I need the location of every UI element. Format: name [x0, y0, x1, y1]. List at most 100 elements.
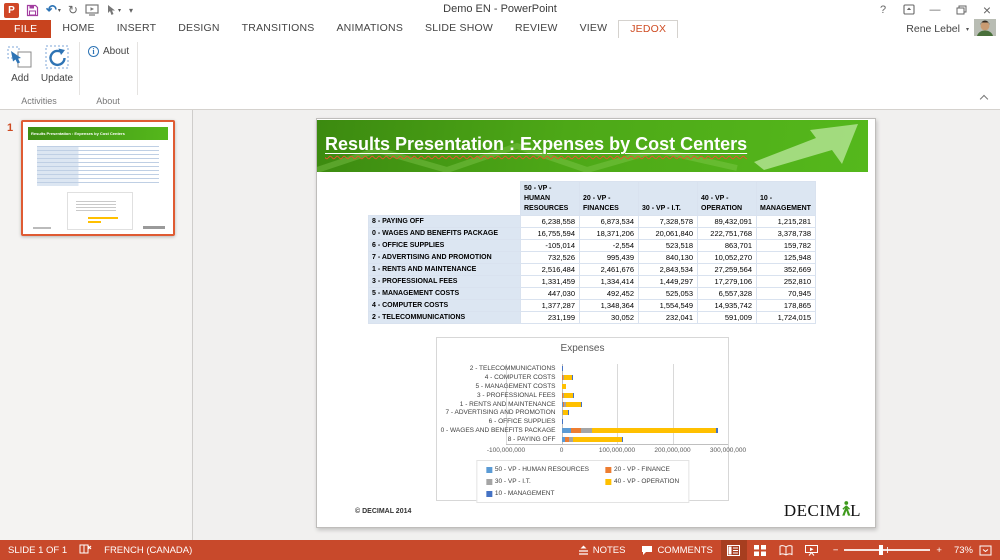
slide-sorter-view-button[interactable] — [747, 540, 773, 560]
chart-bar — [561, 374, 573, 380]
table-cell: 591,009 — [697, 311, 757, 325]
tab-file[interactable]: FILE — [0, 20, 52, 38]
tab-home[interactable]: HOME — [62, 22, 95, 34]
update-button[interactable]: Update — [39, 43, 75, 84]
slide-thumbnail[interactable]: Results Presentation : Expenses by Cost … — [21, 120, 175, 236]
chart-legend-item[interactable]: 40 - VP - OPERATION — [605, 478, 679, 485]
ribbon-tabs: HOME INSERT DESIGN TRANSITIONS ANIMATIONS SLI… — [51, 20, 679, 38]
slide[interactable]: Results Presentation : Expenses by Cost … — [316, 118, 876, 528]
close-icon[interactable]: × — [982, 2, 992, 18]
table-cell: -2,554 — [579, 239, 639, 253]
about-group-label: About — [96, 96, 120, 106]
start-slideshow-icon[interactable] — [85, 4, 99, 16]
undo-icon[interactable]: ↶ ▾ — [46, 2, 61, 17]
undo-dropdown-icon[interactable]: ▾ — [57, 7, 61, 14]
table-corner-cell — [368, 180, 521, 217]
chart-bar — [561, 401, 582, 407]
expenses-table[interactable]: 50 - VP - HUMAN RESOURCES 20 - VP - FINAN… — [368, 180, 816, 325]
table-row-label: 0 - WAGES AND BENEFITS PACKAGE — [368, 227, 521, 241]
table-cell: 178,865 — [756, 299, 816, 313]
touch-mode-icon[interactable]: ▾ — [106, 4, 121, 16]
about-button-label: About — [103, 46, 130, 57]
legend-label: 10 - MANAGEMENT — [494, 490, 555, 497]
chart-legend-item[interactable]: 30 - VP - I.T. — [485, 478, 589, 485]
table-row-label: 8 - PAYING OFF — [368, 215, 521, 229]
restore-icon[interactable] — [948, 0, 974, 20]
user-account[interactable]: Rene Lebel ▾ — [906, 19, 1000, 39]
avatar[interactable] — [974, 19, 996, 39]
table-row-label: 4 - COMPUTER COSTS — [368, 299, 521, 313]
tab-slide-show[interactable]: SLIDE SHOW — [425, 22, 493, 34]
table-cell: 27,259,564 — [697, 263, 757, 277]
tab-animations[interactable]: ANIMATIONS — [336, 22, 404, 34]
thumbnail-chart-bar — [88, 221, 101, 223]
collapse-ribbon-icon[interactable] — [980, 95, 988, 101]
window-buttons: ? — × — [870, 0, 1000, 20]
chart-legend-item[interactable]: 50 - VP - HUMAN RESOURCES — [485, 466, 589, 473]
notes-button[interactable]: NOTES — [570, 540, 634, 560]
chart-gridline — [506, 364, 507, 444]
thumbnail-logo — [143, 226, 165, 229]
comments-button[interactable]: COMMENTS — [633, 540, 720, 560]
powerpoint-app-icon[interactable]: P — [4, 2, 19, 18]
slide-title-banner[interactable]: Results Presentation : Expenses by Cost … — [317, 120, 868, 172]
save-icon[interactable] — [26, 4, 39, 17]
add-button[interactable]: Add — [2, 43, 38, 84]
normal-view-button[interactable] — [720, 540, 747, 560]
zoom-in-icon[interactable]: + — [936, 544, 942, 556]
zoom-slider[interactable] — [844, 545, 931, 555]
reading-view-button[interactable] — [773, 540, 799, 560]
tab-jedox[interactable]: JEDOX — [618, 20, 679, 38]
slide-indicator: SLIDE 1 OF 1 — [8, 544, 68, 556]
language-indicator[interactable]: FRENCH (CANADA) — [104, 544, 193, 556]
table-cell: 222,751,768 — [697, 227, 757, 241]
table-cell: 1,449,297 — [638, 275, 698, 289]
slide-footer: © DECIMAL 2014 — [355, 508, 412, 515]
chart-bar-segment — [561, 437, 565, 443]
chart-bar-segment — [570, 428, 581, 434]
ribbon-display-options-icon[interactable] — [896, 0, 922, 20]
chart-bar-segment — [562, 401, 565, 407]
chart-category-label: 0 - WAGES AND BENEFITS PACKAGE — [440, 427, 556, 435]
zoom-slider-thumb[interactable] — [878, 545, 883, 555]
tab-review[interactable]: REVIEW — [514, 22, 558, 34]
tab-transitions[interactable]: TRANSITIONS — [241, 22, 315, 34]
minimize-icon[interactable]: — — [929, 4, 941, 16]
tab-design[interactable]: DESIGN — [178, 22, 220, 34]
table-row: 5 - MANAGEMENT COSTS 447,030 492,452 525,05… — [368, 287, 816, 301]
chart-bar-segment — [563, 392, 574, 398]
tab-view[interactable]: VIEW — [579, 22, 608, 34]
table-cell: 840,130 — [638, 251, 698, 265]
expenses-chart[interactable]: Expenses -100,000,000 0 100,000,000 200,000… — [436, 337, 746, 503]
slideshow-view-button[interactable] — [799, 540, 825, 560]
zoom-level[interactable]: 73% — [953, 544, 973, 556]
chart-axis-tick-label: 0 — [559, 447, 564, 454]
touch-mode-dropdown-icon[interactable]: ▾ — [117, 7, 121, 14]
table-cell: 125,948 — [756, 251, 816, 265]
chart-bar-segment — [561, 392, 563, 398]
fit-slide-to-window-icon[interactable] — [977, 545, 1000, 556]
user-dropdown-icon[interactable]: ▾ — [965, 26, 969, 33]
expenses-table-body: 50 - VP - HUMAN RESOURCES 20 - VP - FINAN… — [368, 180, 816, 325]
table-cell: 7,328,578 — [638, 215, 698, 229]
statusbar: SLIDE 1 OF 1 FRENCH (CANADA) NOTES COMME… — [0, 540, 1000, 560]
table-row: 3 - PROFESSIONAL FEES 1,331,459 1,334,414 1… — [368, 275, 816, 289]
chart-bar-segment — [561, 428, 571, 434]
quick-access-toolbar: P ↶ ▾ ↻ ▾ ▾ — [4, 1, 133, 19]
help-button[interactable]: ? — [879, 4, 887, 16]
chart-bar-segment — [561, 401, 563, 407]
zoom-out-icon[interactable]: − — [832, 544, 839, 556]
table-col-header: 10 - MANAGEMENT — [756, 180, 816, 217]
spellcheck-icon[interactable] — [79, 543, 92, 558]
logo-figure-icon — [842, 501, 851, 516]
repeat-icon[interactable]: ↻ — [67, 3, 78, 17]
customize-qat-icon[interactable]: ▾ — [129, 5, 134, 15]
tab-insert[interactable]: INSERT — [116, 22, 157, 34]
chart-legend-item[interactable]: 10 - MANAGEMENT — [485, 490, 589, 497]
table-cell: 1,215,281 — [756, 215, 816, 229]
update-icon — [39, 43, 75, 71]
table-row-label: 5 - MANAGEMENT COSTS — [368, 287, 521, 301]
about-button[interactable]: i About — [88, 46, 129, 57]
chart-legend-item[interactable]: 20 - VP - FINANCE — [605, 466, 679, 473]
chart-legend: 50 - VP - HUMAN RESOURCES 20 - VP - FINAN… — [475, 460, 690, 503]
